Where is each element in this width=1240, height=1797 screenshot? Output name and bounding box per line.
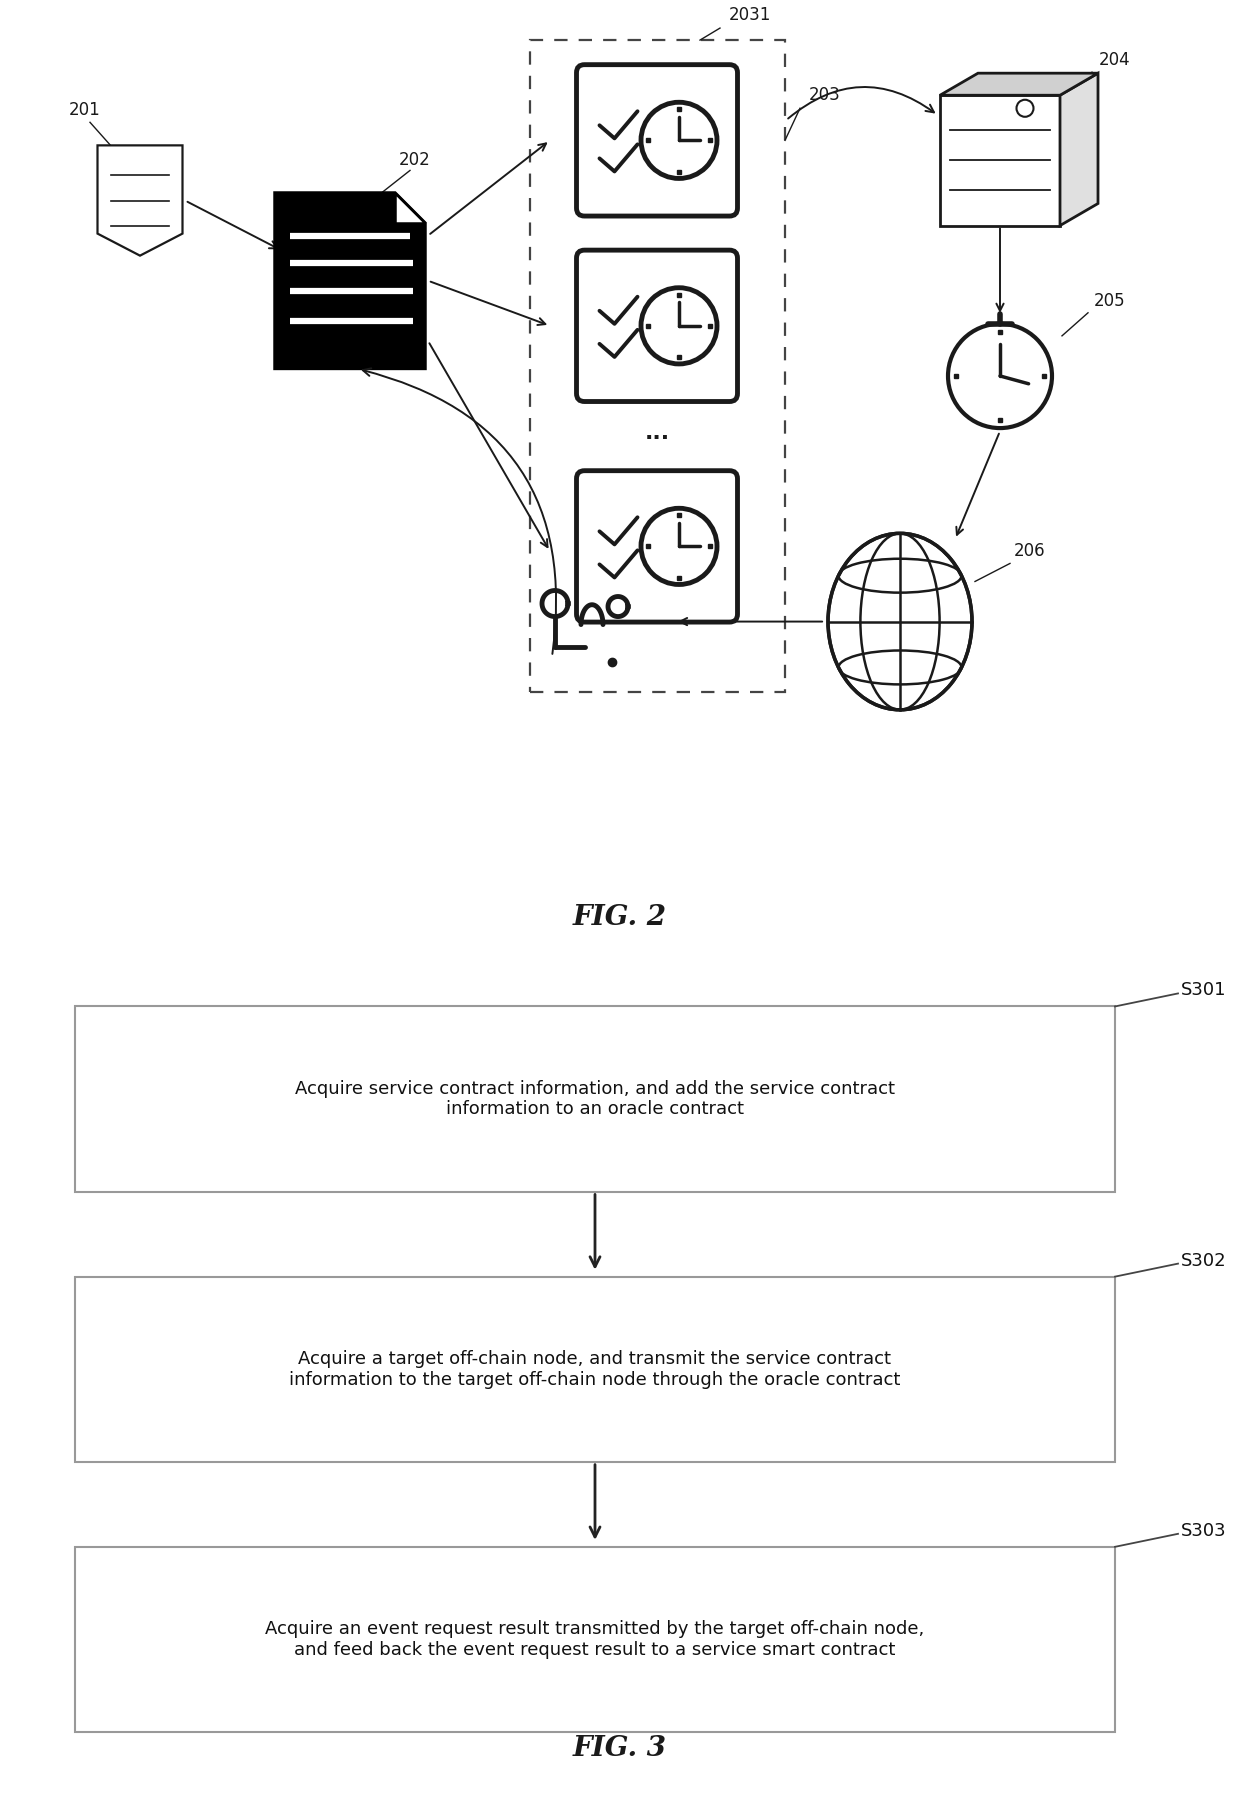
FancyArrowPatch shape [789, 86, 934, 119]
Text: Acquire service contract information, and add the service contract
information t: Acquire service contract information, an… [295, 1080, 895, 1118]
Text: S301: S301 [1180, 981, 1226, 999]
Text: FIG. 2: FIG. 2 [573, 904, 667, 931]
Circle shape [641, 102, 717, 178]
Text: Acquire an event request result transmitted by the target off-chain node,
and fe: Acquire an event request result transmit… [265, 1619, 925, 1659]
Ellipse shape [828, 534, 972, 710]
Polygon shape [940, 74, 1097, 95]
FancyBboxPatch shape [577, 250, 738, 401]
Polygon shape [940, 95, 1060, 226]
Text: 206: 206 [1014, 543, 1045, 561]
FancyArrowPatch shape [363, 368, 556, 654]
Text: 201: 201 [69, 101, 100, 119]
FancyBboxPatch shape [577, 471, 738, 622]
Circle shape [1017, 101, 1033, 117]
Circle shape [949, 323, 1052, 428]
Bar [74, 1006, 1115, 1191]
Text: 203: 203 [810, 86, 841, 104]
Text: 205: 205 [1094, 291, 1126, 309]
Text: S303: S303 [1180, 1522, 1226, 1540]
Polygon shape [396, 192, 425, 223]
Circle shape [641, 288, 717, 365]
Text: 204: 204 [1099, 50, 1131, 68]
FancyBboxPatch shape [577, 65, 738, 216]
Bar [529, 40, 785, 692]
Polygon shape [275, 192, 425, 368]
Text: ...: ... [645, 422, 670, 444]
Polygon shape [1060, 74, 1097, 226]
Polygon shape [98, 146, 182, 255]
Text: 207: 207 [660, 527, 691, 544]
Text: 202: 202 [399, 151, 430, 169]
Text: S302: S302 [1180, 1253, 1226, 1270]
Text: Acquire a target off-chain node, and transmit the service contract
information t: Acquire a target off-chain node, and tra… [289, 1350, 900, 1389]
Bar [74, 1547, 1115, 1732]
Circle shape [641, 509, 717, 584]
Bar [74, 1276, 1115, 1461]
Text: 2031: 2031 [729, 5, 771, 23]
Text: FIG. 3: FIG. 3 [573, 1736, 667, 1763]
